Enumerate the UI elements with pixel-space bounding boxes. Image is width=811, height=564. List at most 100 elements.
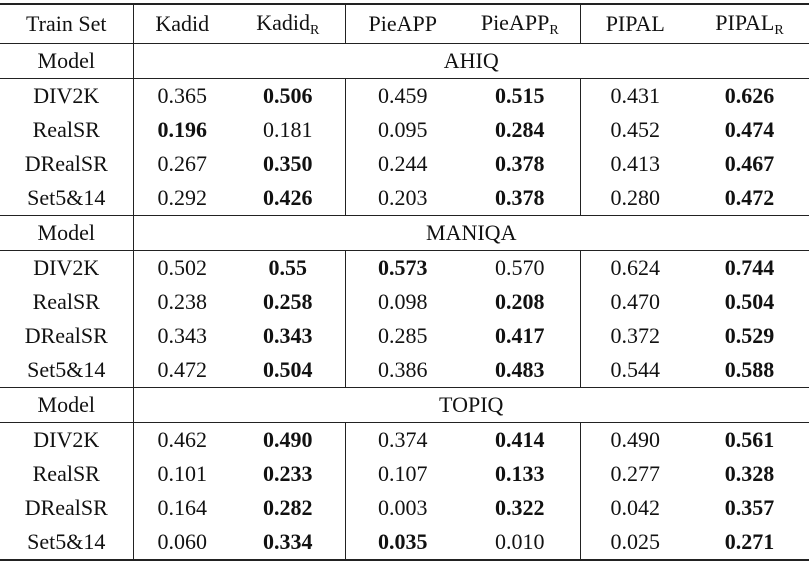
train-set: DIV2K — [0, 78, 134, 113]
score-cell: 0.472 — [724, 185, 775, 210]
data-row: DIV2K 0.502 0.55 0.573 0.570 0.624 0.744 — [0, 250, 809, 285]
score-cell: 0.55 — [231, 250, 346, 285]
results-table: Train Set Kadid KadidR PieAPP PieAPPR PIPAL PI… — [0, 3, 809, 561]
score-cell: 0.328 — [724, 461, 775, 486]
score-cell: 0.233 — [231, 457, 346, 491]
score-cell: 0.042 — [610, 495, 661, 520]
data-row: RealSR 0.238 0.258 0.098 0.208 0.470 0.504 — [0, 285, 809, 319]
score-cell: 0.181 — [231, 113, 346, 147]
column-header: KadidR — [231, 3, 346, 44]
score-cell: 0.426 — [231, 181, 346, 216]
score-cell: 0.472 — [157, 357, 208, 382]
train-set: DRealSR — [0, 319, 134, 353]
score-cell: 0.322 — [460, 491, 581, 525]
score-cell: 0.506 — [231, 78, 346, 113]
score-cell: 0.284 — [460, 113, 581, 147]
score-cell: 0.378 — [460, 147, 581, 181]
score-cell: 0.101 — [157, 461, 208, 486]
column-header: PIPAL — [580, 3, 690, 44]
score-cell: 0.365 — [157, 83, 208, 108]
header-text: Kadid — [155, 11, 210, 36]
score-cell: 0.107 — [378, 461, 428, 486]
train-set: Set5&14 — [0, 353, 134, 388]
header-text: PieAPP — [368, 11, 437, 36]
score-cell: 0.474 — [724, 117, 775, 142]
train-set: RealSR — [0, 113, 134, 147]
score-cell: 0.244 — [378, 151, 428, 176]
score-cell: 0.544 — [610, 357, 661, 382]
score-cell: 0.010 — [460, 525, 581, 561]
score-cell: 0.343 — [157, 323, 208, 348]
score-cell: 0.285 — [378, 323, 428, 348]
train-set: Set5&14 — [0, 181, 134, 216]
score-cell: 0.417 — [460, 319, 581, 353]
score-cell: 0.462 — [157, 427, 208, 452]
data-row: RealSR 0.101 0.233 0.107 0.133 0.277 0.328 — [0, 457, 809, 491]
table-header: Train Set Kadid KadidR PieAPP PieAPPR PIPAL PI… — [0, 3, 809, 44]
score-cell: 0.529 — [724, 323, 775, 348]
score-cell: 0.203 — [378, 185, 428, 210]
score-cell: 0.431 — [610, 83, 661, 108]
model-label: Model — [0, 215, 134, 251]
score-cell: 0.470 — [610, 289, 661, 314]
score-cell: 0.267 — [157, 151, 208, 176]
header-subscript: R — [774, 22, 784, 38]
score-cell: 0.744 — [724, 255, 775, 280]
score-cell: 0.452 — [610, 117, 661, 142]
score-cell: 0.490 — [610, 427, 661, 452]
train-set: DIV2K — [0, 250, 134, 285]
score-cell: 0.238 — [157, 289, 208, 314]
model-label: Model — [0, 387, 134, 423]
train-set: Set5&14 — [0, 525, 134, 561]
score-cell: 0.003 — [378, 495, 428, 520]
data-row: DRealSR 0.343 0.343 0.285 0.417 0.372 0.529 — [0, 319, 809, 353]
train-set: RealSR — [0, 285, 134, 319]
header-text: PIPAL — [605, 11, 665, 36]
score-cell: 0.280 — [610, 185, 661, 210]
score-cell: 0.258 — [231, 285, 346, 319]
score-cell: 0.504 — [231, 353, 346, 388]
score-cell: 0.334 — [231, 525, 346, 561]
header-text: Kadid — [256, 9, 310, 35]
header-subscript: R — [309, 22, 320, 38]
header-text: Train Set — [26, 11, 107, 36]
data-row: DIV2K 0.365 0.506 0.459 0.515 0.431 0.626 — [0, 78, 809, 113]
score-cell: 0.133 — [460, 457, 581, 491]
model-name: AHIQ — [133, 43, 809, 79]
column-header: Kadid — [133, 3, 231, 44]
model-name: TOPIQ — [133, 387, 809, 423]
data-row: Set5&14 0.060 0.334 0.035 0.010 0.025 0.271 — [0, 525, 809, 561]
score-cell: 0.098 — [378, 289, 428, 314]
score-cell: 0.372 — [610, 323, 661, 348]
score-cell: 0.025 — [580, 525, 690, 561]
score-cell: 0.357 — [724, 495, 775, 520]
train-set: DRealSR — [0, 147, 134, 181]
model-label: Model — [0, 43, 134, 79]
train-set: DRealSR — [0, 491, 134, 525]
train-set: RealSR — [0, 457, 134, 491]
score-cell: 0.573 — [378, 255, 428, 280]
score-cell: 0.374 — [378, 427, 428, 452]
score-cell: 0.378 — [460, 181, 581, 216]
score-cell: 0.624 — [610, 255, 661, 280]
data-row: DRealSR 0.164 0.282 0.003 0.322 0.042 0.357 — [0, 491, 809, 525]
header-subscript: R — [549, 22, 559, 38]
table-body: Model AHIQ DIV2K 0.365 0.506 0.459 0.515 0.431 0… — [0, 43, 809, 561]
score-cell: 0.561 — [724, 427, 775, 452]
score-cell: 0.060 — [133, 525, 231, 561]
score-cell: 0.504 — [724, 289, 775, 314]
score-cell: 0.164 — [157, 495, 208, 520]
train-set: DIV2K — [0, 422, 134, 457]
score-cell: 0.035 — [345, 525, 460, 561]
column-header: PieAPP — [345, 3, 460, 44]
score-cell: 0.343 — [231, 319, 346, 353]
score-cell: 0.626 — [724, 83, 775, 108]
column-header: PIPALR — [690, 3, 809, 44]
column-header: PieAPPR — [460, 3, 581, 44]
score-cell: 0.502 — [157, 255, 208, 280]
data-row: DRealSR 0.267 0.350 0.244 0.378 0.413 0.467 — [0, 147, 809, 181]
data-row: RealSR 0.196 0.181 0.095 0.284 0.452 0.474 — [0, 113, 809, 147]
score-cell: 0.414 — [460, 422, 581, 457]
data-row: DIV2K 0.462 0.490 0.374 0.414 0.490 0.561 — [0, 422, 809, 457]
